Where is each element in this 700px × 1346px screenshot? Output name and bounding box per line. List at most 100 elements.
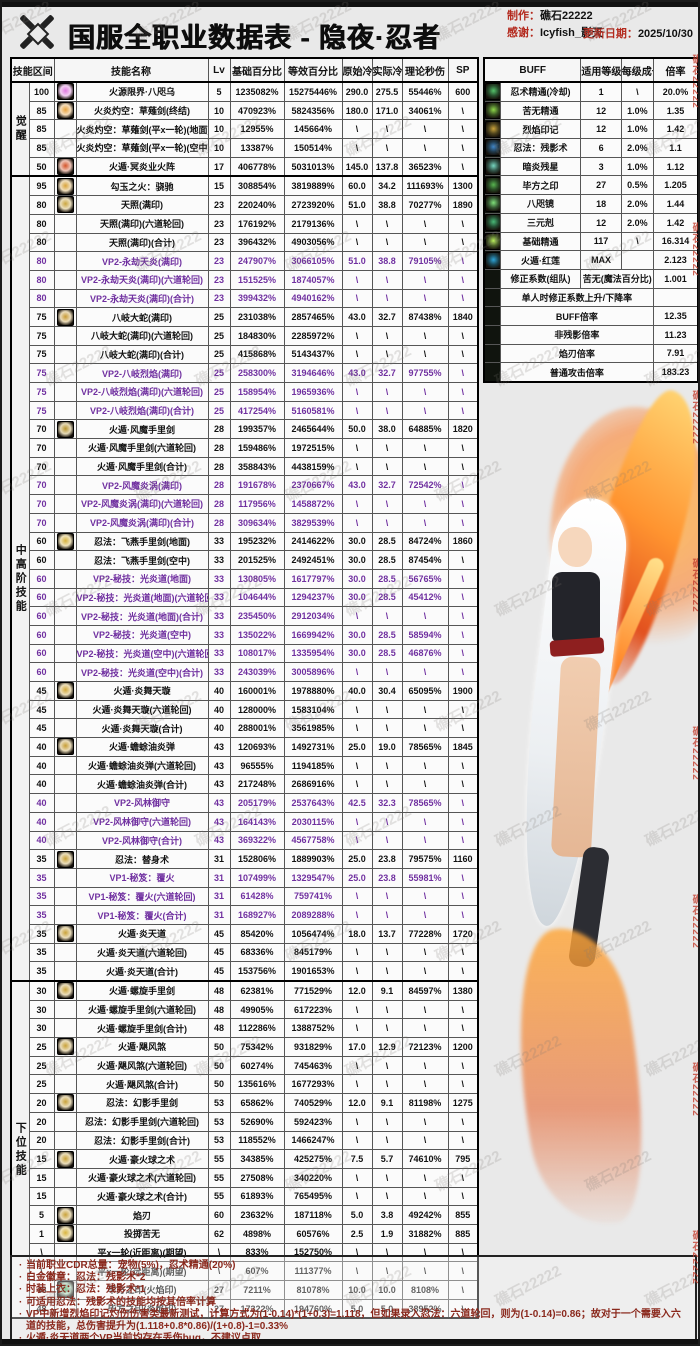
buff-row: BUFF倍率 12.35 [483, 306, 698, 326]
skill-icon-cell [53, 288, 77, 309]
skill-dps-cell: \ [401, 662, 449, 682]
skill-lv-cell: 53 [207, 1111, 231, 1132]
skill-lv-cell: 33 [207, 587, 231, 608]
skill-dps-cell: 55981% [401, 867, 449, 888]
buff-rate-cell: 1.44 [653, 194, 698, 214]
skill-dps-cell: 72542% [401, 475, 449, 496]
skill-equiv-percent-cell: 931829% [283, 1037, 343, 1057]
skill-sp-cell: \ [447, 568, 479, 589]
skill-sp-cell: 1840 [447, 307, 479, 327]
col-header-range: 技能区间 [10, 57, 55, 83]
skill-base-percent-cell: 13387% [229, 138, 285, 158]
skill-base-percent-cell: 201525% [229, 550, 285, 570]
skill-equiv-percent-cell: 2723920% [283, 195, 343, 215]
skill-name-cell: 天照(满印) [75, 195, 209, 215]
skill-icon-cell [53, 400, 77, 421]
skill-dps-cell: \ [401, 606, 449, 626]
skill-cooldown-cell: 43.0 [341, 475, 373, 496]
skill-sp-cell: \ [447, 138, 479, 158]
skill-equiv-percent-cell: 3561985% [283, 718, 343, 739]
buff-col-header-level: 适用等级 [580, 57, 622, 83]
skill-icon-cell [53, 175, 77, 197]
skill-sp-cell: \ [447, 905, 479, 925]
skill-name-cell: 火炎灼空：草薙剑(平x一轮)(空中) [75, 138, 209, 158]
skill-range-cell: 60 [28, 662, 55, 682]
flame-road-icon [56, 925, 74, 943]
skill-real-cooldown-cell: \ [371, 830, 403, 851]
skill-equiv-percent-cell: 1901653% [283, 961, 343, 982]
skill-sp-cell: \ [447, 1186, 479, 1207]
skill-row: 75 八岐大蛇(满印)(合计) 25 415868% 5143437% \ \ \ \ [11, 344, 479, 365]
skill-real-cooldown-cell: \ [371, 1186, 403, 1207]
skill-dps-cell: \ [401, 232, 449, 253]
skill-real-cooldown-cell: \ [371, 400, 403, 421]
skill-equiv-percent-cell: 60576% [283, 1223, 343, 1244]
buff-level-cell: 117 [580, 231, 622, 252]
skill-name-cell: 投掷苦无 [75, 1223, 209, 1244]
skill-name-cell: 火遁·炎舞天璇(六道轮回) [75, 699, 209, 720]
skill-real-cooldown-cell: 32.3 [371, 793, 403, 813]
skill-row: 25 火遁·飓风煞(六道轮回) 50 60274% 745463% \ \ \ \ [11, 1055, 479, 1076]
skill-name-cell: VP1-秘笈：覆火(六道轮回) [75, 886, 209, 907]
skill-real-cooldown-cell: 38.0 [371, 419, 403, 440]
skill-dps-cell: \ [401, 456, 449, 477]
buff-icon-cell [483, 156, 501, 177]
skill-range-cell: 95 [28, 175, 55, 197]
skill-icon-cell [53, 681, 77, 701]
skill-sp-cell: \ [447, 867, 479, 888]
skill-range-cell: 30 [28, 999, 55, 1020]
skill-lv-cell: 55 [207, 1167, 231, 1188]
buff-growth-cell: \ [620, 231, 655, 252]
skill-name-cell: 火遁·蟾蜍油炎弹(合计) [75, 774, 209, 795]
skill-real-cooldown-cell: 28.5 [371, 568, 403, 589]
skill-sp-cell: \ [447, 325, 479, 346]
skill-sp-cell: 1275 [447, 1093, 479, 1113]
skill-lv-cell: 10 [207, 119, 231, 140]
skill-equiv-percent-cell: 1294237% [283, 587, 343, 608]
skill-real-cooldown-cell: 38.8 [371, 251, 403, 271]
skill-real-cooldown-cell: 28.5 [371, 550, 403, 570]
skill-name-cell: VP2-风魔炎涡(满印)(合计) [75, 512, 209, 533]
skill-dps-cell: 64885% [401, 419, 449, 440]
skill-real-cooldown-cell: 1.9 [371, 1223, 403, 1244]
skill-equiv-percent-cell: 740529% [283, 1093, 343, 1113]
skill-dps-cell: \ [401, 512, 449, 533]
skill-sp-cell: \ [447, 512, 479, 533]
kunai-throw-icon [56, 1225, 74, 1243]
skill-row: \ 平x一轮(近距离)(期望) \ 833% 152750% \ \ \ \ [11, 1242, 479, 1263]
skill-name-cell: 忍法：幻影手里剑 [75, 1093, 209, 1113]
skill-row: 35 VP1-秘笈：覆火(六道轮回) 31 61428% 759741% \ \ \ \ [11, 886, 479, 907]
skill-table-header-row: 技能区间 技能名称 Lv 基础百分比 等效百分比 原始冷却 实际冷却 理论秒伤 … [10, 57, 479, 83]
buff-row: 毕方之印 27 0.5% 1.205 [483, 175, 698, 196]
skill-dps-cell: \ [401, 999, 449, 1020]
skill-base-percent-cell: 205179% [229, 793, 285, 813]
buff-name-cell: 烈焰印记 [499, 119, 582, 140]
skill-equiv-percent-cell: 845179% [283, 942, 343, 963]
skill-lv-cell: 17 [207, 156, 231, 177]
skill-equiv-percent-cell: 3066105% [283, 251, 343, 271]
flame-mark-icon [485, 120, 500, 138]
skill-row: 75 八岐大蛇(满印)(六道轮回) 25 184830% 2285972% \ \ \ \ [11, 325, 479, 346]
footnote: 时装上衣：忍法：残影术*1 [18, 1284, 689, 1296]
skill-cooldown-cell: \ [341, 438, 373, 458]
skill-icon-cell [53, 382, 77, 402]
skill-base-percent-cell: 61893% [229, 1186, 285, 1207]
buff-level-cell: 12 [580, 100, 622, 121]
skill-real-cooldown-cell: \ [371, 699, 403, 720]
skill-base-percent-cell: 117956% [229, 494, 285, 514]
skill-range-cell: 45 [28, 699, 55, 720]
skill-icon-cell [53, 793, 77, 813]
skill-name-cell: 火炎灼空：草薙剑(平x一轮)(地面) [75, 119, 209, 140]
skill-sp-cell: \ [447, 494, 479, 514]
skill-equiv-percent-cell: 425275% [283, 1149, 343, 1169]
buff-icon-cell [483, 138, 501, 158]
skill-icon-cell [53, 100, 77, 121]
skill-sp-cell: \ [447, 269, 479, 290]
skill-equiv-percent-cell: 2857465% [283, 307, 343, 327]
skill-cooldown-cell: \ [341, 905, 373, 925]
skill-row: 45 火遁·炎舞天璇(六道轮回) 40 128000% 1583104% \ \ \ \ [11, 699, 479, 720]
skill-equiv-percent-cell: 771529% [283, 979, 343, 1001]
skill-cooldown-cell: \ [341, 494, 373, 514]
skill-real-cooldown-cell: 19.0 [371, 737, 403, 757]
skill-dps-cell: \ [401, 1111, 449, 1132]
